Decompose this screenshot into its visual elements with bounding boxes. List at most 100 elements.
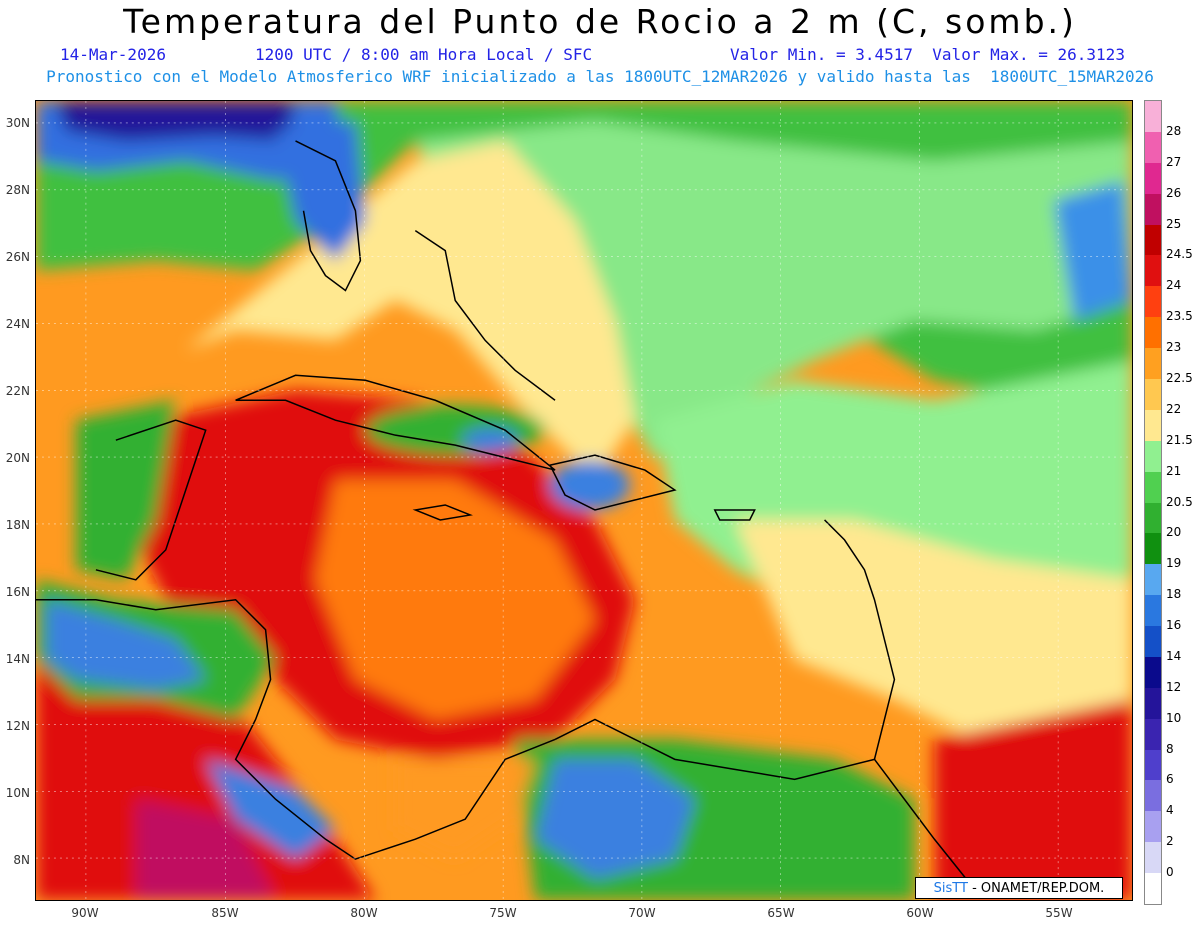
model-info: Pronostico con el Modelo Atmosferico WRF… [46,67,1154,86]
credit-box: SisTT - ONAMET/REP.DOM. [915,877,1123,899]
field-pacific-magenta [135,799,276,900]
colorbar-level-label: 22 [1166,401,1182,416]
field-se-red [934,699,1132,900]
colorbar-segment [1145,656,1161,689]
lat-label-14n: 14N [5,652,30,666]
lon-label-85w: 85W [211,906,239,920]
colorbar-level-label: 8 [1166,741,1174,756]
field-blue-cuba [462,428,519,453]
coast-cuba [235,374,556,471]
colorbar-segment [1145,317,1161,349]
colorbar [1144,100,1162,905]
coast-hispaniola [548,454,677,511]
colorbar-segment [1145,440,1161,473]
colorbar-segment [1145,131,1161,164]
field-orange-mid [315,480,595,720]
lat-label-16n: 16N [5,585,30,599]
lat-label-20n: 20N [5,451,30,465]
colorbar-level-label: 10 [1166,710,1182,725]
coast-jamaica [412,504,473,521]
colorbar-level-label: 25 [1166,216,1182,231]
colorbar-level-label: 20 [1166,525,1182,540]
forecast-date: 14-Mar-2026 [60,45,166,64]
colorbar-segment [1145,162,1161,195]
lat-label-30n: 30N [5,116,30,130]
colorbar-segment [1145,286,1161,318]
colorbar-segment [1145,471,1161,503]
colorbar-level-label: 24.5 [1166,247,1193,262]
field-green-yucatan [75,400,176,580]
field-navy-gulf [55,101,296,141]
coast-central-america [36,598,556,860]
map-title: Temperatura del Punto de Rocio a 2 m (C,… [123,2,1077,41]
colorbar-segment [1145,842,1161,874]
lon-label-80w: 80W [350,906,378,920]
field-yellow-east [734,519,1132,760]
dewpoint-map [35,100,1133,901]
coast-lesser-antilles [824,519,896,760]
coastlines [36,140,975,890]
colorbar-segment [1145,687,1161,720]
lat-label-22n: 22N [5,384,30,398]
lon-label-70w: 70W [628,906,656,920]
field-blue-hispaniola [550,460,630,510]
colorbar-segment [1145,224,1161,256]
lon-label-90w: 90W [71,906,99,920]
colorbar-segment [1145,255,1161,287]
colorbar-level-label: 14 [1166,648,1182,663]
lat-label-10n: 10N [5,786,30,800]
colorbar-level-label: 21 [1166,463,1182,478]
colorbar-level-label: 0 [1166,865,1174,880]
colorbar-level-label: 18 [1166,587,1182,602]
coast-florida [295,140,362,292]
coast-bahamas [414,230,556,401]
colorbar-level-label: 20.5 [1166,494,1193,509]
colorbar-level-label: 23 [1166,340,1182,355]
colorbar-level-label: 16 [1166,618,1182,633]
graticule [36,101,1132,900]
colorbar-segment [1145,811,1161,843]
colorbar-segment [1145,409,1161,442]
field-blue-ne [1054,180,1132,321]
lat-label-26n: 26N [5,250,30,264]
lat-label-18n: 18N [5,518,30,532]
field-yellow-north [185,140,635,481]
colorbar-level-label: 23.5 [1166,309,1193,324]
colorbar-level-label: 2 [1166,834,1174,849]
org-label: - ONAMET/REP.DOM. [972,881,1105,896]
colorbar-segment [1145,193,1161,226]
lon-label-60w: 60W [906,906,934,920]
colorbar-level-label: 26 [1166,185,1182,200]
colorbar-level-label: 19 [1166,556,1182,571]
colorbar-segment [1145,780,1161,812]
coast-yucatan [95,419,207,581]
field-orange-sa [395,759,536,860]
colorbar-segment [1145,595,1161,627]
colorbar-segment [1145,348,1161,380]
field-blue-costa [205,759,336,860]
colorbar-level-label: 22.5 [1166,370,1193,385]
colorbar-segment [1145,378,1161,411]
colorbar-segment [1145,564,1161,596]
lon-label-65w: 65W [767,906,795,920]
lat-label-8n: 8N [13,853,30,867]
colorbar-segment [1145,533,1161,565]
colorbar-segment [1145,718,1161,751]
colorbar-level-label: 27 [1166,154,1182,169]
field-green-cuba [365,405,546,456]
colorbar-level-label: 28 [1166,123,1182,138]
colorbar-segment [1145,873,1161,905]
lon-label-75w: 75W [489,906,517,920]
colorbar-level-label: 6 [1166,772,1174,787]
colorbar-segment [1145,101,1161,133]
colorbar-level-label: 24 [1166,278,1182,293]
value-range: Valor Min. = 3.4517 Valor Max. = 26.3123 [730,45,1125,64]
colorbar-segment [1145,626,1161,658]
lat-label-12n: 12N [5,719,30,733]
field-blue-florida [275,120,366,261]
colorbar-level-label: 4 [1166,803,1174,818]
colorbar-segment [1145,502,1161,534]
colorbar-level-label: 21.5 [1166,432,1193,447]
coast-puerto-rico [713,509,756,521]
colorbar-segment [1145,749,1161,781]
